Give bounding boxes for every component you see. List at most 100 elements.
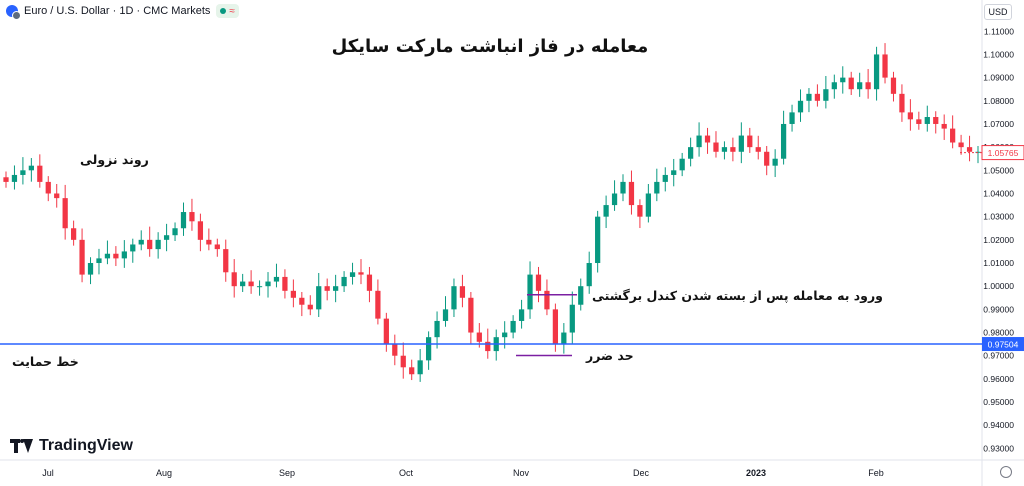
candle-body — [155, 239, 161, 250]
y-tick-label: 0.99000 — [983, 304, 1014, 314]
y-tick-label: 1.05000 — [983, 165, 1014, 175]
last-price-tag — [981, 145, 1024, 161]
y-tick-label: 0.94000 — [983, 420, 1014, 430]
candle-body — [358, 272, 364, 275]
downtrend-annotation: روند نزولی — [80, 152, 149, 167]
candle-body — [3, 177, 9, 182]
brand-label: TradingView — [39, 437, 133, 454]
candle-body — [645, 193, 651, 217]
candle-body — [831, 82, 837, 90]
candle-body — [518, 309, 525, 321]
y-tick-label: 1.07000 — [983, 119, 1014, 129]
candle-body — [721, 147, 728, 152]
candle-body — [713, 142, 719, 152]
candle-body — [688, 147, 694, 159]
candle-body — [764, 151, 770, 166]
candle-body — [240, 281, 246, 287]
y-tick-label: 1.04000 — [983, 188, 1014, 198]
candle-body — [561, 332, 567, 345]
x-tick-label: Nov — [513, 468, 530, 478]
candle-body — [510, 320, 516, 333]
candle-body — [28, 165, 34, 171]
x-tick-label: Sep — [279, 468, 295, 478]
candle-body — [696, 135, 702, 148]
candle-body — [890, 77, 897, 94]
x-tick-label: 2023 — [746, 468, 766, 478]
y-tick-label: 1.03000 — [983, 212, 1014, 222]
candle-body — [637, 205, 643, 217]
y-tick-label: 1.11000 — [984, 26, 1014, 36]
candle-body — [214, 244, 220, 250]
candle-body — [476, 332, 482, 342]
candle-body — [899, 93, 905, 113]
market-status-badge[interactable]: ≈ — [216, 4, 239, 18]
y-tick-label: 0.95000 — [983, 397, 1014, 407]
candle-body — [324, 286, 330, 291]
candle-body — [197, 221, 204, 240]
candle-body — [544, 290, 550, 310]
candle-body — [299, 297, 305, 305]
symbol-label: Euro / U.S. Dollar · 1D · CMC Markets — [24, 5, 211, 17]
candle-body — [814, 93, 821, 101]
candle-body — [873, 54, 880, 90]
candle-body — [671, 170, 677, 175]
candle-body — [620, 181, 626, 194]
candle-body — [392, 344, 398, 356]
candle-body — [341, 276, 347, 287]
y-tick-label: 0.97000 — [983, 351, 1014, 361]
candle-body — [434, 320, 440, 338]
currency-selector[interactable]: USD — [984, 4, 1012, 20]
candle-body — [730, 147, 736, 152]
candle-body — [409, 367, 415, 375]
candle-body — [375, 290, 381, 319]
candle-body — [797, 100, 804, 113]
candle-body — [11, 174, 18, 182]
currency-pair-icon — [6, 5, 21, 20]
entry-annotation: ورود به معامله پس از بسته شدن کندل برگشت… — [592, 288, 883, 303]
y-tick-label: 0.93000 — [983, 443, 1014, 453]
candle-body — [366, 274, 373, 291]
symbol-header[interactable]: Euro / U.S. Dollar · 1D · CMC Markets ≈ — [6, 2, 239, 20]
candle-body — [662, 174, 668, 182]
chart-settings-icon[interactable] — [1000, 466, 1012, 478]
candle-body — [865, 82, 871, 90]
candle-body — [535, 274, 542, 291]
candle-body — [611, 193, 618, 206]
candle-body — [231, 272, 237, 287]
candle-body — [468, 297, 474, 333]
candle-body — [130, 244, 136, 252]
y-tick-label: 1.02000 — [983, 235, 1014, 245]
candle-body — [442, 309, 449, 321]
y-tick-label: 0.96000 — [983, 374, 1014, 384]
candle-body — [552, 309, 559, 345]
candle-body — [966, 147, 973, 152]
candle-body — [400, 355, 406, 368]
candle-body — [383, 318, 389, 345]
market-open-dot-icon — [220, 8, 227, 14]
candle-body — [180, 212, 187, 229]
candle-body — [958, 142, 964, 148]
chart-title: معامله در فاز انباشت مارکت سایکل — [331, 36, 649, 57]
candle-body — [595, 216, 601, 264]
candle-body — [70, 228, 77, 240]
candle-body — [459, 286, 466, 298]
last-price-label: 1.05765 — [988, 148, 1019, 158]
candle-body — [104, 253, 111, 259]
candle-body — [87, 263, 94, 275]
candle-body — [20, 170, 26, 175]
candle-body — [79, 239, 85, 275]
candle-body — [654, 181, 660, 194]
candle-body — [586, 263, 592, 287]
support-annotation: خط حمایت — [12, 354, 79, 369]
tradingview-logo[interactable]: TradingView — [10, 437, 133, 455]
candle-body — [941, 123, 947, 129]
candle-body — [780, 123, 787, 159]
candle-body — [882, 54, 888, 78]
candle-body — [451, 286, 457, 310]
y-tick-label: 1.08000 — [983, 96, 1014, 106]
candle-body — [848, 77, 854, 90]
candle-body — [755, 147, 761, 152]
candle-body — [527, 274, 533, 310]
